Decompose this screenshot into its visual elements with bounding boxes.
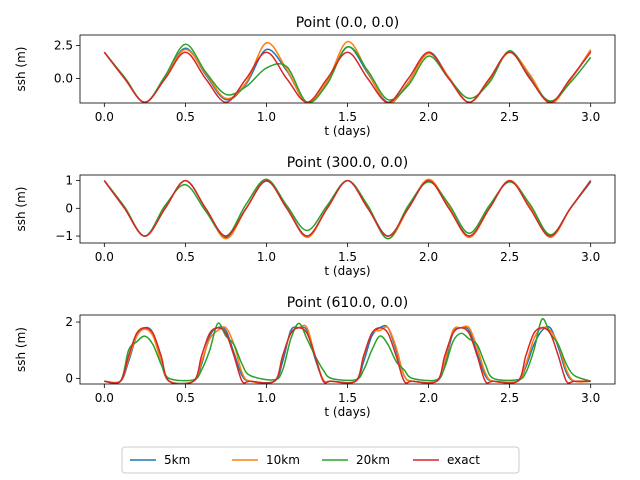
y-tick-label: 0: [65, 201, 73, 215]
x-tick-label: 1.5: [338, 250, 357, 264]
y-tick-label: 0.0: [54, 72, 73, 86]
series-line-5km: [103, 46, 592, 103]
x-tick-label: 3.0: [581, 110, 600, 124]
y-tick-label: 2: [65, 315, 73, 329]
x-tick-label: 2.5: [500, 110, 519, 124]
x-tick-label: 1.5: [338, 110, 357, 124]
y-tick-label: −1: [55, 229, 73, 243]
legend-label-20km: 20km: [356, 453, 390, 467]
subplot-2: 0.0 0.5 1.0 1.5 2.0 2.5 3.0 −1 0 1 Point (300.0, 0…: [14, 155, 616, 278]
subplot-3: 0.0 0.5 1.0 1.5 2.0 2.5 3.0 0 2 Point (610.0, 0.0…: [14, 295, 616, 419]
y-tick-label: 0: [65, 371, 73, 385]
subplot-title: Point (300.0, 0.0): [287, 155, 408, 171]
x-tick-label: 1.0: [257, 110, 276, 124]
series-line-20km: [104, 318, 591, 384]
series-group: [103, 40, 592, 103]
series-line-20km: [103, 43, 592, 103]
x-tick-label: 2.5: [500, 391, 519, 405]
x-tick-label: 0.5: [176, 250, 195, 264]
x-tick-label: 1.5: [338, 391, 357, 405]
series-group: [103, 178, 592, 240]
y-axis-label: ssh (m): [14, 47, 28, 92]
series-line-10km: [103, 40, 592, 103]
series-line-exact: [103, 51, 592, 103]
x-tick-label: 0.5: [176, 391, 195, 405]
x-axis-label: t (days): [324, 124, 370, 138]
x-tick-label: 0.0: [95, 391, 114, 405]
series-line-exact: [103, 179, 592, 237]
y-tick-label: 1: [65, 174, 73, 188]
x-tick-label: 3.0: [581, 391, 600, 405]
x-axis-label: t (days): [324, 264, 370, 278]
legend-label-exact: exact: [447, 453, 480, 467]
y-tick-label: 2.5: [54, 39, 73, 53]
legend-label-10km: 10km: [266, 453, 300, 467]
series-line-5km: [104, 324, 591, 384]
legend-label-5km: 5km: [164, 453, 190, 467]
subplots: 0.0 0.5 1.0 1.5 2.0 2.5 3.0 0.0 2.5 Point (0.0, 0…: [14, 15, 616, 419]
x-tick-label: 3.0: [581, 250, 600, 264]
x-tick-label: 0.0: [95, 250, 114, 264]
x-tick-label: 1.0: [257, 250, 276, 264]
legend: 5km 10km 20km exact: [121, 446, 520, 474]
y-axis-label: ssh (m): [14, 327, 28, 372]
x-tick-label: 0.5: [176, 110, 195, 124]
legend-box: [121, 446, 520, 474]
axes-frame: [79, 34, 616, 104]
x-tick-label: 2.0: [419, 110, 438, 124]
y-axis-label: ssh (m): [14, 187, 28, 232]
x-tick-label: 2.0: [419, 391, 438, 405]
subplot-title: Point (0.0, 0.0): [296, 15, 400, 31]
series-group: [104, 318, 591, 384]
x-tick-label: 2.0: [419, 250, 438, 264]
series-line-10km: [104, 324, 591, 384]
subplot-1: 0.0 0.5 1.0 1.5 2.0 2.5 3.0 0.0 2.5 Point (0.0, 0…: [14, 15, 616, 138]
x-tick-label: 1.0: [257, 391, 276, 405]
axes-frame: [79, 174, 616, 244]
subplot-title: Point (610.0, 0.0): [287, 295, 408, 311]
x-tick-label: 2.5: [500, 250, 519, 264]
x-tick-label: 0.0: [95, 110, 114, 124]
x-axis-label: t (days): [324, 405, 370, 419]
series-line-exact: [104, 326, 591, 384]
